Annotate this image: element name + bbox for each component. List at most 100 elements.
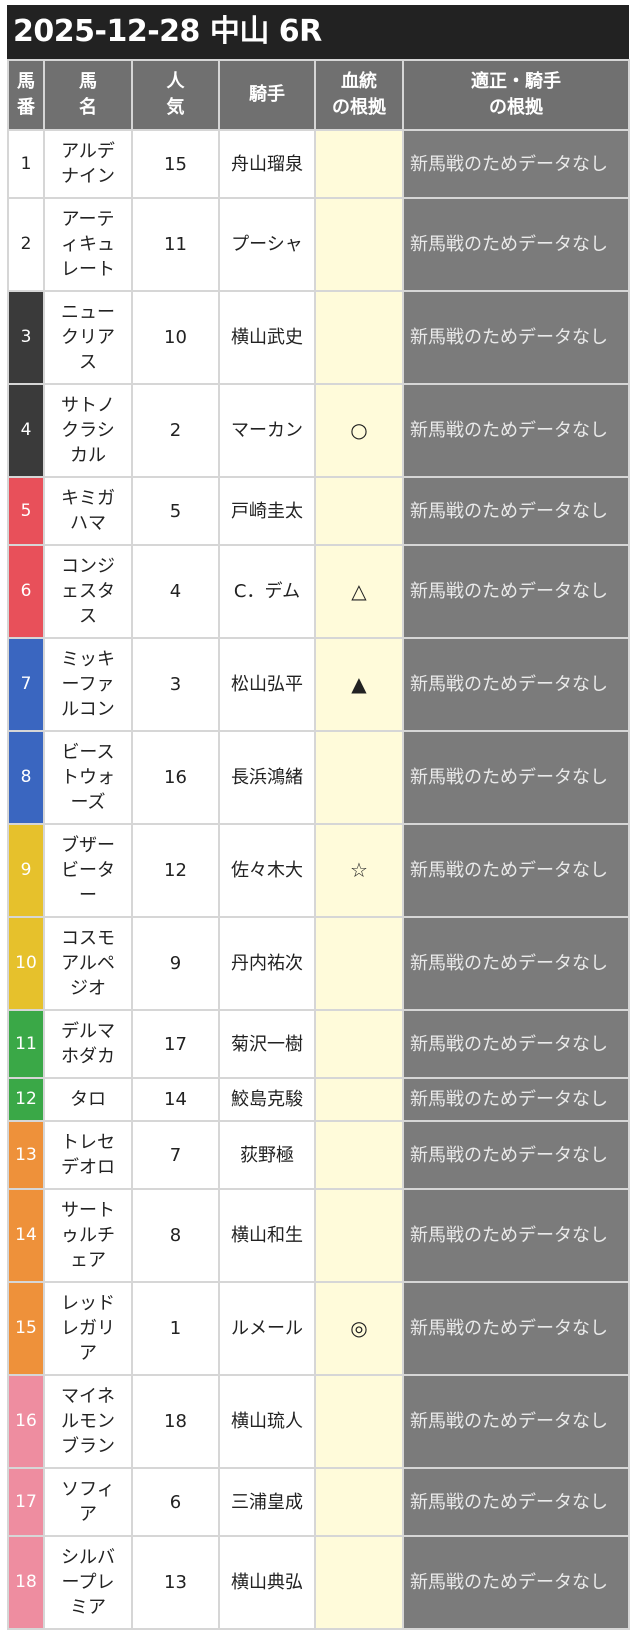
- table-row: 4 サトノクラシカル 2 マーカン ○ 新馬戦のためデータなし: [7, 383, 630, 478]
- horse-name-cell: アーティキュレート: [43, 197, 133, 292]
- bloodline-mark-cell: [314, 129, 404, 199]
- horse-number-cell: 18: [7, 1535, 45, 1630]
- table-row: 9 ブザービーター 12 佐々木大 ☆ 新馬戦のためデータなし: [7, 823, 630, 918]
- jockey-cell: 鮫島克駿: [218, 1077, 316, 1122]
- bloodline-mark-cell: [314, 916, 404, 1011]
- horse-number-cell: 1: [7, 129, 45, 199]
- jockey-cell: 舟山瑠泉: [218, 129, 316, 199]
- table-row: 5 キミガハマ 5 戸崎圭太 新馬戦のためデータなし: [7, 476, 630, 546]
- reason-cell: 新馬戦のためデータなし: [402, 197, 630, 292]
- popularity-cell: 6: [131, 1467, 220, 1537]
- horse-name-cell: レッドレガリア: [43, 1281, 133, 1376]
- reason-cell: 新馬戦のためデータなし: [402, 544, 630, 639]
- jockey-cell: 戸崎圭太: [218, 476, 316, 546]
- table-row: 13 トレセデオロ 7 荻野極 新馬戦のためデータなし: [7, 1120, 630, 1190]
- jockey-cell: 佐々木大: [218, 823, 316, 918]
- popularity-cell: 12: [131, 823, 220, 918]
- horse-number-cell: 14: [7, 1188, 45, 1283]
- popularity-cell: 1: [131, 1281, 220, 1376]
- header-text: 馬: [17, 71, 35, 92]
- jockey-cell: 横山武史: [218, 290, 316, 385]
- reason-cell: 新馬戦のためデータなし: [402, 476, 630, 546]
- reason-cell: 新馬戦のためデータなし: [402, 129, 630, 199]
- bloodline-mark-cell: [314, 1120, 404, 1190]
- horse-name-cell: コンジェスタス: [43, 544, 133, 639]
- header-text: 馬: [79, 71, 97, 92]
- jockey-cell: 長浜鴻緒: [218, 730, 316, 825]
- header-text: 血統: [341, 71, 377, 92]
- popularity-cell: 3: [131, 637, 220, 732]
- horse-name-cell: サトノクラシカル: [43, 383, 133, 478]
- horse-number-cell: 7: [7, 637, 45, 732]
- bloodline-mark-cell: [314, 1535, 404, 1630]
- header-text: 適正・騎手: [471, 71, 561, 92]
- header-reason: 適正・騎手 の根拠: [402, 59, 630, 131]
- horse-number-cell: 6: [7, 544, 45, 639]
- bloodline-mark-cell: [314, 1374, 404, 1469]
- jockey-cell: 横山和生: [218, 1188, 316, 1283]
- reason-cell: 新馬戦のためデータなし: [402, 823, 630, 918]
- popularity-cell: 18: [131, 1374, 220, 1469]
- table-row: 15 レッドレガリア 1 ルメール ◎ 新馬戦のためデータなし: [7, 1281, 630, 1376]
- bloodline-mark-cell: [314, 1009, 404, 1079]
- reason-cell: 新馬戦のためデータなし: [402, 1120, 630, 1190]
- header-text: 騎手: [249, 84, 285, 105]
- popularity-cell: 11: [131, 197, 220, 292]
- bloodline-mark-cell: ▲: [314, 637, 404, 732]
- horse-number-cell: 5: [7, 476, 45, 546]
- bloodline-mark-cell: [314, 197, 404, 292]
- header-text: の根拠: [489, 97, 543, 118]
- popularity-cell: 7: [131, 1120, 220, 1190]
- race-table: 馬番 馬名 人気 騎手 血統 の根拠 適正・騎手 の根拠 1 アルデナイン 15 舟山瑠泉…: [7, 59, 630, 1630]
- jockey-cell: C．デム: [218, 544, 316, 639]
- horse-number-cell: 9: [7, 823, 45, 918]
- reason-cell: 新馬戦のためデータなし: [402, 1077, 630, 1122]
- popularity-cell: 15: [131, 129, 220, 199]
- bloodline-mark-cell: [314, 1077, 404, 1122]
- header-name: 馬名: [43, 59, 133, 131]
- popularity-cell: 17: [131, 1009, 220, 1079]
- reason-cell: 新馬戦のためデータなし: [402, 730, 630, 825]
- horse-name-cell: トレセデオロ: [43, 1120, 133, 1190]
- popularity-cell: 4: [131, 544, 220, 639]
- table-row: 2 アーティキュレート 11 プーシャ 新馬戦のためデータなし: [7, 197, 630, 292]
- horse-number-cell: 12: [7, 1077, 45, 1122]
- header-text: 人: [166, 71, 185, 92]
- reason-cell: 新馬戦のためデータなし: [402, 1009, 630, 1079]
- jockey-cell: ルメール: [218, 1281, 316, 1376]
- horse-name-cell: ソフィア: [43, 1467, 133, 1537]
- jockey-cell: マーカン: [218, 383, 316, 478]
- table-row: 11 デルマホダカ 17 菊沢一樹 新馬戦のためデータなし: [7, 1009, 630, 1079]
- bloodline-mark-cell: [314, 1467, 404, 1537]
- reason-cell: 新馬戦のためデータなし: [402, 1281, 630, 1376]
- bloodline-mark-cell: ☆: [314, 823, 404, 918]
- horse-number-cell: 3: [7, 290, 45, 385]
- jockey-cell: プーシャ: [218, 197, 316, 292]
- jockey-cell: 丹内祐次: [218, 916, 316, 1011]
- horse-name-cell: ニュークリアス: [43, 290, 133, 385]
- reason-cell: 新馬戦のためデータなし: [402, 1535, 630, 1630]
- table-row: 8 ビーストウォーズ 16 長浜鴻緒 新馬戦のためデータなし: [7, 730, 630, 825]
- horse-name-cell: デルマホダカ: [43, 1009, 133, 1079]
- race-title: 2025-12-28 中山 6R: [7, 5, 629, 59]
- popularity-cell: 14: [131, 1077, 220, 1122]
- horse-number-cell: 13: [7, 1120, 45, 1190]
- popularity-cell: 13: [131, 1535, 220, 1630]
- horse-name-cell: シルバープレミア: [43, 1535, 133, 1630]
- header-popularity: 人気: [131, 59, 220, 131]
- header-bloodline: 血統 の根拠: [314, 59, 404, 131]
- popularity-cell: 8: [131, 1188, 220, 1283]
- reason-cell: 新馬戦のためデータなし: [402, 1188, 630, 1283]
- jockey-cell: 横山典弘: [218, 1535, 316, 1630]
- jockey-cell: 横山琉人: [218, 1374, 316, 1469]
- jockey-cell: 松山弘平: [218, 637, 316, 732]
- table-row: 7 ミッキーファルコン 3 松山弘平 ▲ 新馬戦のためデータなし: [7, 637, 630, 732]
- bloodline-mark-cell: [314, 1188, 404, 1283]
- horse-name-cell: ブザービーター: [43, 823, 133, 918]
- horse-name-cell: ビーストウォーズ: [43, 730, 133, 825]
- jockey-cell: 三浦皇成: [218, 1467, 316, 1537]
- horse-number-cell: 16: [7, 1374, 45, 1469]
- bloodline-mark-cell: [314, 290, 404, 385]
- horse-number-cell: 4: [7, 383, 45, 478]
- horse-number-cell: 10: [7, 916, 45, 1011]
